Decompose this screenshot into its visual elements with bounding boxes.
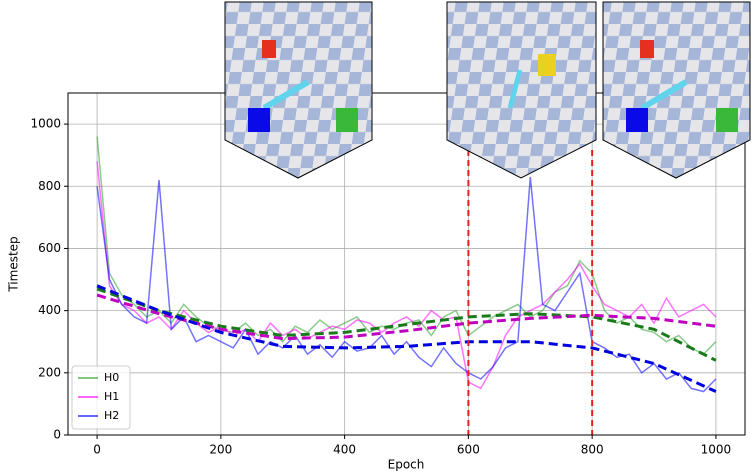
x-axis-label: Epoch <box>388 458 425 472</box>
x-tick-label: 1000 <box>701 443 732 457</box>
trend-line <box>96 287 717 362</box>
inset-2 <box>446 1 597 179</box>
inset-3 <box>602 1 751 179</box>
y-tick-label: 600 <box>38 241 61 255</box>
trend-line <box>96 293 717 341</box>
legend-box <box>71 365 131 430</box>
x-tick-label: 200 <box>209 443 232 457</box>
trend-line <box>96 284 717 393</box>
series-line <box>96 161 717 390</box>
inset-1 <box>224 1 373 179</box>
series-line <box>96 176 717 393</box>
y-tick-label: 400 <box>38 303 61 317</box>
x-tick-label: 400 <box>333 443 356 457</box>
y-tick-label: 800 <box>38 179 61 193</box>
x-tick-label: 800 <box>581 443 604 457</box>
x-tick-label: 0 <box>93 443 101 457</box>
legend-label: H1 <box>104 390 119 403</box>
y-axis-label: Timestep <box>7 236 21 292</box>
plot-frame <box>67 92 746 436</box>
y-tick-label: 1000 <box>30 117 61 131</box>
x-tick-label: 600 <box>457 443 480 457</box>
y-tick-label: 200 <box>38 365 61 379</box>
legend-label: H2 <box>104 409 119 422</box>
y-tick-label: 0 <box>53 428 61 442</box>
legend-label: H0 <box>104 371 119 384</box>
